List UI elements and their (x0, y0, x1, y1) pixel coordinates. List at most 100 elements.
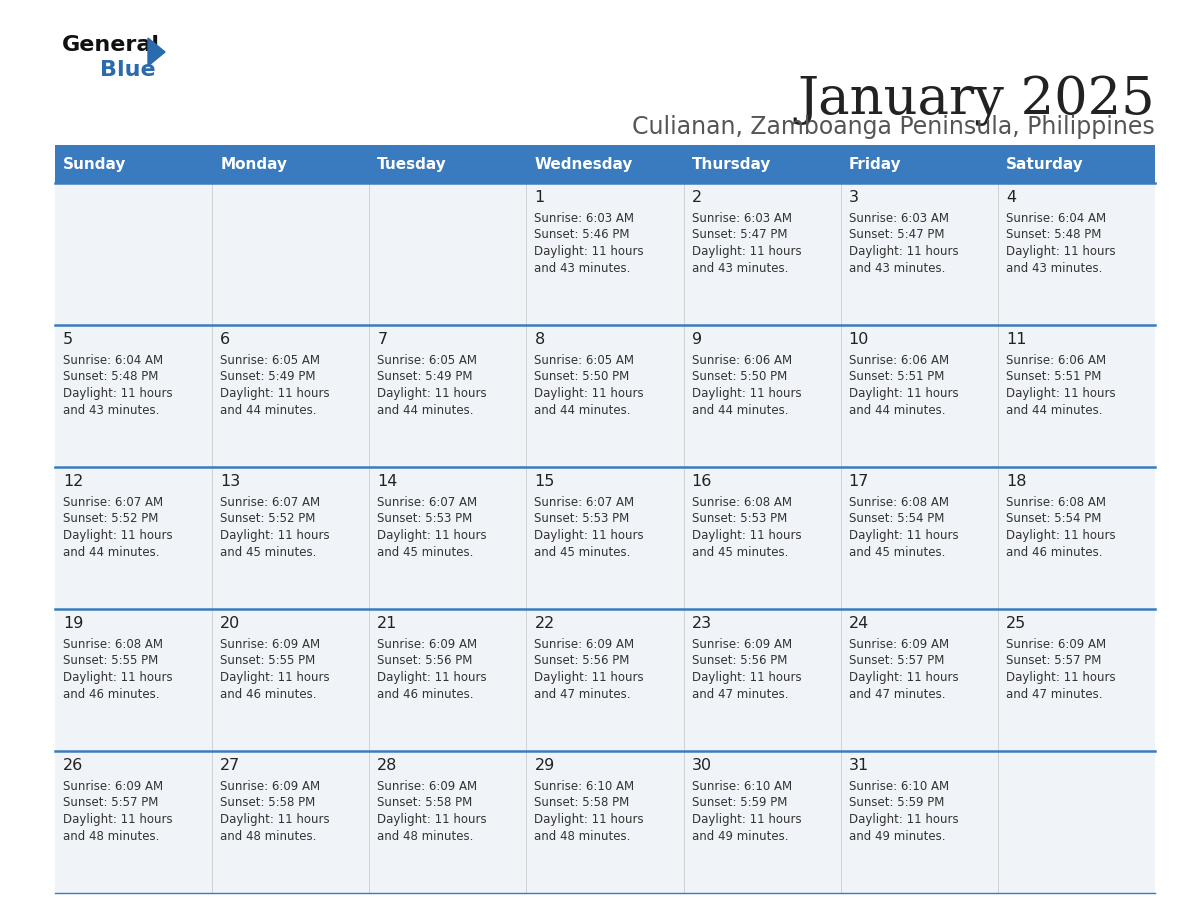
Text: Sunday: Sunday (63, 156, 126, 172)
Bar (55, 609, 1155, 751)
Text: Sunrise: 6:09 AM: Sunrise: 6:09 AM (1006, 638, 1106, 651)
Text: 3: 3 (848, 190, 859, 205)
Text: and 43 minutes.: and 43 minutes. (1006, 262, 1102, 274)
Text: Sunset: 5:59 PM: Sunset: 5:59 PM (848, 797, 944, 810)
Bar (55, 183, 1155, 325)
Text: Daylight: 11 hours: Daylight: 11 hours (848, 245, 959, 258)
Text: and 45 minutes.: and 45 minutes. (378, 545, 474, 558)
Text: Daylight: 11 hours: Daylight: 11 hours (848, 529, 959, 542)
Text: Sunset: 5:53 PM: Sunset: 5:53 PM (535, 512, 630, 525)
Text: Daylight: 11 hours: Daylight: 11 hours (848, 387, 959, 400)
Text: Sunrise: 6:08 AM: Sunrise: 6:08 AM (691, 496, 791, 509)
Text: Sunset: 5:46 PM: Sunset: 5:46 PM (535, 229, 630, 241)
Text: 24: 24 (848, 616, 868, 631)
Text: Daylight: 11 hours: Daylight: 11 hours (220, 387, 330, 400)
Text: 7: 7 (378, 332, 387, 347)
Text: Sunset: 5:50 PM: Sunset: 5:50 PM (691, 371, 786, 384)
Text: 25: 25 (1006, 616, 1026, 631)
Text: 2: 2 (691, 190, 702, 205)
Text: Sunrise: 6:09 AM: Sunrise: 6:09 AM (63, 780, 163, 793)
Text: 13: 13 (220, 474, 240, 489)
Text: Sunset: 5:55 PM: Sunset: 5:55 PM (220, 655, 315, 667)
Text: Sunset: 5:49 PM: Sunset: 5:49 PM (378, 371, 473, 384)
Text: Daylight: 11 hours: Daylight: 11 hours (378, 813, 487, 826)
Text: Sunrise: 6:07 AM: Sunrise: 6:07 AM (378, 496, 478, 509)
Text: and 45 minutes.: and 45 minutes. (848, 545, 946, 558)
Text: and 47 minutes.: and 47 minutes. (535, 688, 631, 700)
Text: Daylight: 11 hours: Daylight: 11 hours (378, 529, 487, 542)
Text: Sunrise: 6:06 AM: Sunrise: 6:06 AM (848, 354, 949, 367)
Text: 9: 9 (691, 332, 702, 347)
Text: Sunset: 5:48 PM: Sunset: 5:48 PM (1006, 229, 1101, 241)
Text: and 45 minutes.: and 45 minutes. (220, 545, 316, 558)
Text: and 47 minutes.: and 47 minutes. (848, 688, 946, 700)
Text: January 2025: January 2025 (797, 75, 1155, 126)
Text: General: General (62, 35, 160, 55)
Text: and 43 minutes.: and 43 minutes. (848, 262, 946, 274)
Text: 4: 4 (1006, 190, 1016, 205)
Text: Sunrise: 6:07 AM: Sunrise: 6:07 AM (63, 496, 163, 509)
Text: 23: 23 (691, 616, 712, 631)
Text: 10: 10 (848, 332, 870, 347)
Text: Daylight: 11 hours: Daylight: 11 hours (535, 245, 644, 258)
Text: 19: 19 (63, 616, 83, 631)
Text: Blue: Blue (100, 60, 156, 80)
Text: Daylight: 11 hours: Daylight: 11 hours (220, 529, 330, 542)
Text: 27: 27 (220, 758, 240, 773)
Text: 28: 28 (378, 758, 398, 773)
Text: and 44 minutes.: and 44 minutes. (63, 545, 159, 558)
Text: Daylight: 11 hours: Daylight: 11 hours (691, 245, 801, 258)
Text: Sunrise: 6:09 AM: Sunrise: 6:09 AM (848, 638, 949, 651)
Text: and 43 minutes.: and 43 minutes. (63, 404, 159, 417)
Text: and 46 minutes.: and 46 minutes. (1006, 545, 1102, 558)
Text: Sunrise: 6:06 AM: Sunrise: 6:06 AM (1006, 354, 1106, 367)
Text: 22: 22 (535, 616, 555, 631)
Text: Culianan, Zamboanga Peninsula, Philippines: Culianan, Zamboanga Peninsula, Philippin… (632, 115, 1155, 139)
Text: Sunrise: 6:08 AM: Sunrise: 6:08 AM (848, 496, 949, 509)
Text: Sunrise: 6:09 AM: Sunrise: 6:09 AM (535, 638, 634, 651)
Text: Daylight: 11 hours: Daylight: 11 hours (848, 813, 959, 826)
Text: Sunset: 5:57 PM: Sunset: 5:57 PM (63, 797, 158, 810)
Text: 6: 6 (220, 332, 230, 347)
Text: Daylight: 11 hours: Daylight: 11 hours (63, 813, 172, 826)
Text: Sunset: 5:52 PM: Sunset: 5:52 PM (220, 512, 316, 525)
Text: Sunrise: 6:07 AM: Sunrise: 6:07 AM (220, 496, 321, 509)
Text: Sunrise: 6:05 AM: Sunrise: 6:05 AM (220, 354, 320, 367)
Text: Daylight: 11 hours: Daylight: 11 hours (63, 387, 172, 400)
Text: Sunset: 5:59 PM: Sunset: 5:59 PM (691, 797, 786, 810)
Text: and 48 minutes.: and 48 minutes. (220, 830, 316, 843)
Text: Daylight: 11 hours: Daylight: 11 hours (378, 387, 487, 400)
Text: Daylight: 11 hours: Daylight: 11 hours (535, 671, 644, 684)
Text: 18: 18 (1006, 474, 1026, 489)
Text: Saturday: Saturday (1006, 156, 1083, 172)
Bar (55, 325, 1155, 467)
Text: and 44 minutes.: and 44 minutes. (691, 404, 788, 417)
Text: Sunset: 5:56 PM: Sunset: 5:56 PM (378, 655, 473, 667)
Text: Sunset: 5:57 PM: Sunset: 5:57 PM (1006, 655, 1101, 667)
Text: 21: 21 (378, 616, 398, 631)
Bar (55, 467, 1155, 609)
Polygon shape (148, 38, 165, 66)
Text: and 48 minutes.: and 48 minutes. (378, 830, 474, 843)
Text: 31: 31 (848, 758, 868, 773)
Text: 14: 14 (378, 474, 398, 489)
Text: Sunset: 5:51 PM: Sunset: 5:51 PM (848, 371, 944, 384)
Text: 15: 15 (535, 474, 555, 489)
Text: 11: 11 (1006, 332, 1026, 347)
Text: Sunset: 5:56 PM: Sunset: 5:56 PM (535, 655, 630, 667)
Text: 29: 29 (535, 758, 555, 773)
Text: Tuesday: Tuesday (378, 156, 447, 172)
Text: Sunset: 5:52 PM: Sunset: 5:52 PM (63, 512, 158, 525)
Text: Daylight: 11 hours: Daylight: 11 hours (1006, 671, 1116, 684)
Text: and 49 minutes.: and 49 minutes. (848, 830, 946, 843)
Text: and 43 minutes.: and 43 minutes. (691, 262, 788, 274)
Text: and 44 minutes.: and 44 minutes. (848, 404, 946, 417)
Text: Sunrise: 6:10 AM: Sunrise: 6:10 AM (848, 780, 949, 793)
Text: Sunset: 5:54 PM: Sunset: 5:54 PM (1006, 512, 1101, 525)
Text: and 44 minutes.: and 44 minutes. (1006, 404, 1102, 417)
Text: Sunset: 5:54 PM: Sunset: 5:54 PM (848, 512, 944, 525)
Text: 5: 5 (63, 332, 74, 347)
Text: Sunrise: 6:05 AM: Sunrise: 6:05 AM (535, 354, 634, 367)
Text: Daylight: 11 hours: Daylight: 11 hours (63, 671, 172, 684)
Text: Sunrise: 6:03 AM: Sunrise: 6:03 AM (848, 212, 949, 225)
